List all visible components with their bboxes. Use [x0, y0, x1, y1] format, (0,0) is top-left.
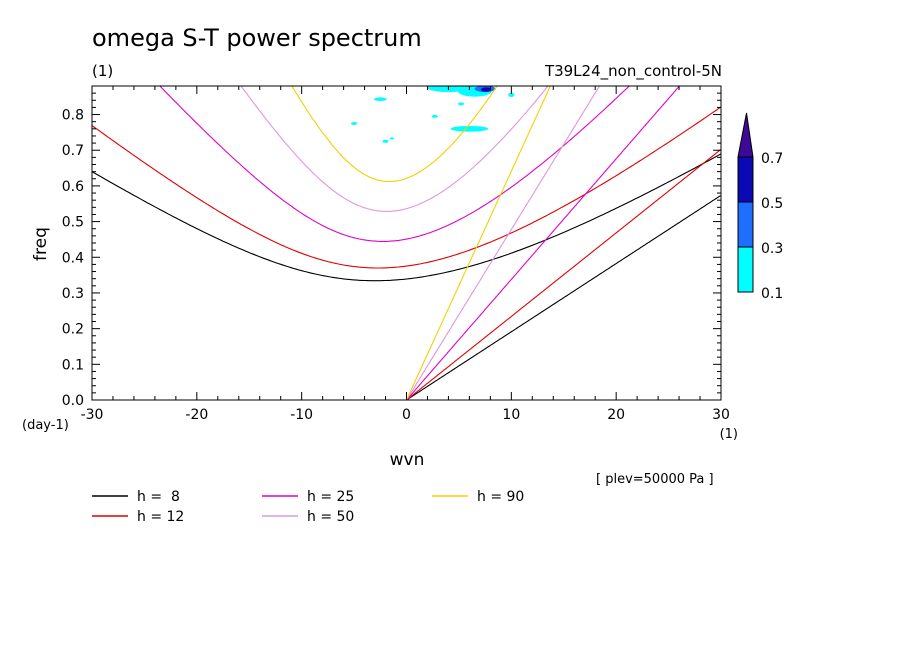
- x-tick-label: 20: [607, 407, 625, 423]
- power-contour-patch: [480, 87, 492, 92]
- y-tick-label: 0.4: [62, 250, 84, 266]
- colorbar-swatch: [737, 156, 754, 203]
- power-contours: [350, 86, 515, 143]
- dispersion-curves: [92, 86, 721, 400]
- y-tick-label: 0.2: [62, 322, 84, 338]
- kelvin-curve: [406, 86, 551, 400]
- inertia-gravity-curve: [92, 106, 721, 269]
- kelvin-curve: [406, 149, 721, 400]
- x-tick-label: 30: [712, 407, 730, 423]
- legend-label: h = 90: [477, 489, 524, 505]
- level-label: [ plev=50000 Pa ]: [596, 472, 714, 487]
- power-contour-patch: [431, 114, 438, 118]
- x-tick-label: -20: [185, 407, 208, 423]
- inertia-gravity-curve: [92, 153, 721, 282]
- plot-area: -30 -20 -10 0 10 20 30 0.00.10.20.30.40.50.60.…: [62, 85, 730, 423]
- legend-label: h = 8: [137, 489, 180, 505]
- x-tick-label: 0: [402, 407, 411, 423]
- power-contour-patch: [508, 92, 515, 98]
- legend-label: h = 12: [137, 509, 184, 525]
- chart-title: omega S-T power spectrum: [92, 24, 422, 52]
- power-contour-patch: [382, 139, 389, 143]
- power-contour-patch: [450, 125, 489, 132]
- colorbar-label: 0.1: [761, 286, 783, 302]
- y-tick-label: 0.0: [62, 393, 84, 409]
- x-axis-label: wvn: [390, 450, 425, 470]
- plot-frame: [91, 85, 722, 401]
- x-axis-unit: (1): [720, 427, 738, 442]
- x-tick-label: -10: [290, 407, 313, 423]
- kelvin-curve: [406, 195, 721, 400]
- y-tick-label: 0.5: [62, 215, 84, 231]
- y-axis-label: freq: [31, 227, 51, 261]
- colorbar-swatch: [737, 201, 754, 248]
- x-tick-label: -30: [81, 407, 104, 423]
- y-tick-label: 0.3: [62, 286, 84, 302]
- x-tick-label: 10: [502, 407, 520, 423]
- inertia-gravity-curve: [240, 86, 549, 212]
- y-tick-label: 0.7: [62, 143, 84, 159]
- y-axis-unit: (day-1): [22, 418, 69, 433]
- dispersion-legend: h = 8 h = 12 h = 25 h = 50 h = 90: [92, 489, 524, 525]
- colorbar-extend-arrow: [737, 112, 754, 158]
- kelvin-curve: [406, 86, 681, 400]
- legend-label: h = 25: [307, 489, 354, 505]
- colorbar-label: 0.3: [761, 241, 783, 257]
- power-contour-patch: [457, 102, 465, 106]
- title-unit: (1): [92, 62, 113, 80]
- power-contour-patch: [389, 137, 394, 140]
- colorbar-swatch: [737, 246, 754, 293]
- inertia-gravity-curve: [159, 86, 631, 242]
- legend-label: h = 50: [307, 509, 354, 525]
- x-axis: -30 -20 -10 0 10 20 30: [81, 86, 730, 423]
- run-label: T39L24_non_control-5N: [544, 62, 722, 81]
- y-axis: 0.0 0.1 0.2 0.3 0.4 0.5 0.6 0.7 0.8: [62, 92, 721, 409]
- inertia-gravity-curve: [291, 86, 498, 183]
- colorbar-label: 0.7: [761, 151, 783, 167]
- power-contour-patch: [374, 97, 387, 101]
- y-tick-label: 0.6: [62, 179, 84, 195]
- colorbar: 0.1 0.3 0.5 0.7: [737, 112, 783, 302]
- power-contour-patch: [350, 122, 358, 125]
- y-tick-label: 0.8: [62, 108, 84, 124]
- colorbar-label: 0.5: [761, 196, 783, 212]
- y-tick-label: 0.1: [62, 357, 84, 373]
- kelvin-curve: [406, 86, 601, 400]
